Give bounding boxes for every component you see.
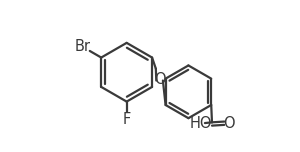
Text: Br: Br: [74, 39, 90, 54]
Text: O: O: [154, 72, 165, 87]
Text: F: F: [122, 112, 131, 127]
Text: O: O: [223, 116, 235, 131]
Text: HO: HO: [189, 116, 212, 131]
